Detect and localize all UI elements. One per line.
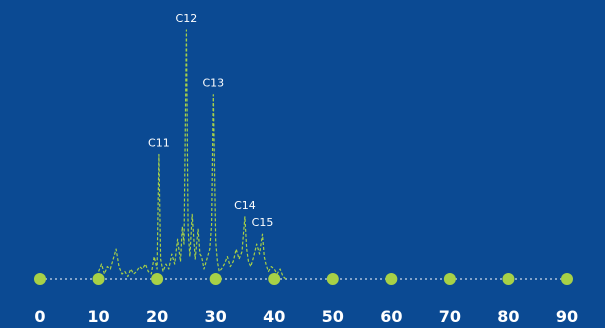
tick-marker-40	[268, 273, 281, 285]
tick-marker-50	[326, 273, 339, 285]
tick-marker-0	[34, 273, 46, 285]
tick-label-0: 0	[34, 307, 45, 326]
tick-marker-60	[385, 273, 398, 285]
axis-tick-markers	[34, 273, 573, 285]
peak-label-c11: C11	[148, 137, 170, 150]
tick-label-80: 80	[497, 307, 519, 326]
tick-label-90: 90	[556, 307, 578, 326]
tick-label-40: 40	[263, 307, 285, 326]
tick-marker-30	[209, 273, 222, 285]
tick-label-60: 60	[380, 307, 402, 326]
tick-marker-80	[502, 273, 515, 285]
tick-marker-10	[92, 273, 105, 285]
peak-label-c15: C15	[252, 216, 274, 229]
tick-label-70: 70	[439, 307, 461, 326]
peak-label-c14: C14	[234, 199, 256, 212]
tick-label-20: 20	[146, 307, 168, 326]
series-trace	[98, 29, 287, 280]
peak-annotations: C11 C12 C13 C14 C15	[148, 12, 273, 229]
tick-marker-20	[151, 273, 164, 285]
tick-label-30: 30	[205, 307, 227, 326]
tick-label-10: 10	[87, 307, 109, 326]
tick-marker-90	[561, 273, 573, 285]
peak-label-c13: C13	[202, 77, 224, 90]
peak-label-c12: C12	[176, 12, 198, 25]
tick-marker-70	[443, 273, 456, 285]
tick-label-50: 50	[322, 307, 344, 326]
x-tick-labels: 0 10 20 30 40 50 60 70 80 90	[34, 307, 578, 326]
